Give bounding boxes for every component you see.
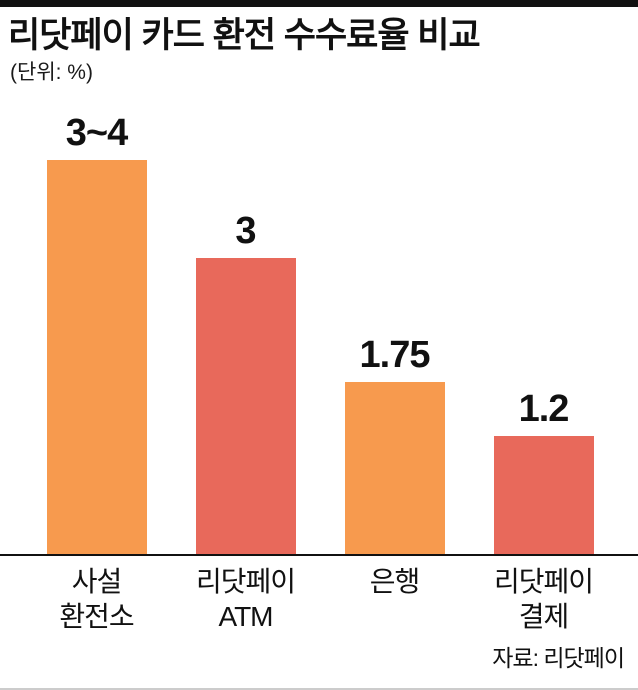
chart-plot-area: 3~4 3 1.75 1.2	[0, 86, 638, 554]
bar-value-label: 1.75	[359, 334, 431, 376]
source-credit: 자료: 리닷페이	[492, 645, 625, 671]
top-divider	[0, 0, 638, 7]
bar-value-label: 3	[235, 210, 256, 252]
bar-group-redotpay-payment: 1.2	[469, 86, 618, 554]
category-label: 사설 환전소	[59, 566, 134, 632]
bar-value-label: 1.2	[518, 388, 570, 430]
bar	[46, 160, 147, 554]
chart-title: 리닷페이 카드 환전 수수료율 비교	[8, 16, 481, 55]
category-label: 리닷페이 결제	[493, 566, 594, 632]
bar	[195, 258, 296, 554]
unit-label: (단위: %)	[10, 61, 93, 84]
bar-group-bank: 1.75	[320, 86, 469, 554]
bar-group-private-exchange: 3~4	[22, 86, 171, 554]
bar	[493, 436, 594, 554]
bar-group-redotpay-atm: 3	[171, 86, 320, 554]
category-label: 은행	[369, 566, 421, 597]
category-label: 리닷페이 ATM	[195, 566, 296, 632]
bar	[344, 382, 445, 554]
bar-value-label: 3~4	[65, 112, 128, 154]
x-axis-labels: 사설 환전소 리닷페이 ATM 은행 리닷페이 결제	[0, 554, 638, 640]
